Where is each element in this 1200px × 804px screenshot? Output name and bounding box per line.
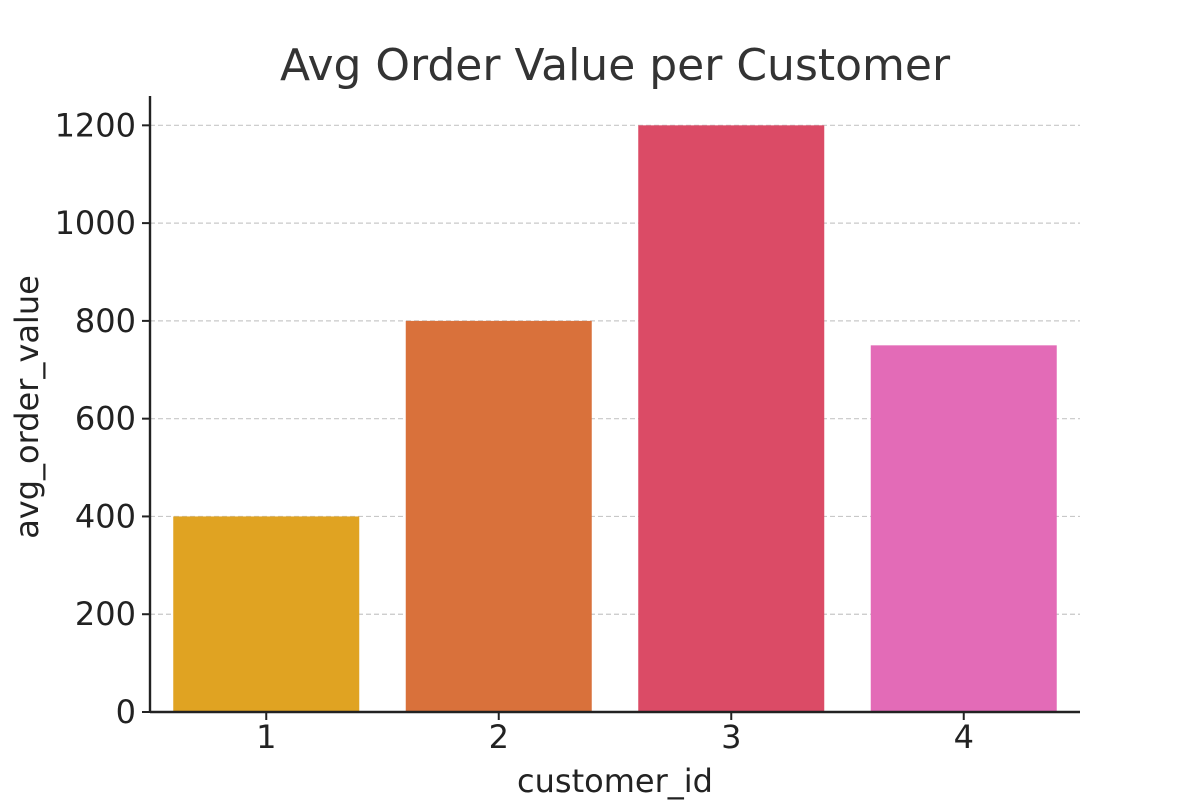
x-tick-label: 1	[256, 718, 276, 756]
y-axis-label: avg_order_value	[8, 275, 46, 539]
bar	[173, 516, 360, 712]
chart-title: Avg Order Value per Customer	[280, 40, 951, 91]
y-tick-label: 400	[75, 497, 136, 535]
bar	[870, 345, 1057, 712]
y-tick-label: 800	[75, 302, 136, 340]
x-tick-label: 2	[489, 718, 509, 756]
bar	[405, 320, 592, 712]
y-tick-label: 1000	[55, 204, 136, 242]
y-tick-label: 600	[75, 400, 136, 438]
y-tick-label: 1200	[55, 106, 136, 144]
x-tick-label: 3	[721, 718, 741, 756]
axes	[148, 96, 1080, 714]
y-axis-ticks: 0 200 400 600 800 1000 1200	[55, 106, 150, 731]
y-tick-label: 0	[116, 693, 136, 731]
bars	[173, 125, 1057, 713]
bar	[638, 125, 825, 713]
x-tick-label: 4	[954, 718, 974, 756]
x-axis-label: customer_id	[517, 762, 713, 800]
y-tick-label: 200	[75, 595, 136, 633]
x-axis-ticks: 1 2 3 4	[256, 712, 974, 756]
